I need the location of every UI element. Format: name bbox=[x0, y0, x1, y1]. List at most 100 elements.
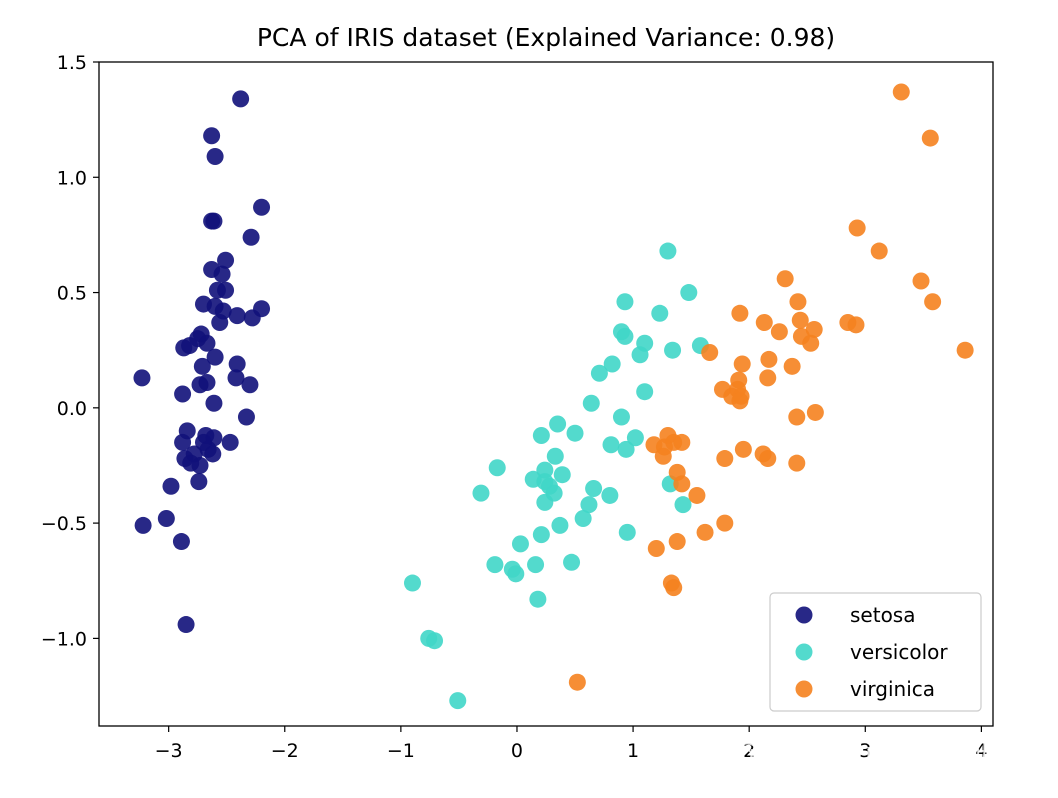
data-point-setosa-48 bbox=[157, 510, 175, 527]
data-point-virginica-50 bbox=[665, 579, 683, 597]
data-point-virginica-40 bbox=[716, 450, 734, 468]
data-point-versicolor-42 bbox=[563, 553, 581, 571]
data-point-setosa-42 bbox=[204, 445, 222, 463]
data-point-setosa-11 bbox=[217, 281, 235, 299]
data-point-versicolor-35 bbox=[574, 510, 592, 527]
legend-label-virginica: virginica bbox=[850, 677, 935, 701]
data-point-setosa-49 bbox=[134, 516, 152, 534]
y-tick-label: 1.0 bbox=[57, 167, 87, 189]
data-point-virginica-44 bbox=[688, 486, 706, 504]
data-point-versicolor-41 bbox=[527, 556, 545, 574]
data-point-virginica-19 bbox=[760, 350, 778, 368]
data-point-versicolor-43 bbox=[486, 556, 504, 574]
data-point-virginica-0 bbox=[892, 83, 910, 101]
data-point-virginica-3 bbox=[870, 242, 888, 260]
data-point-setosa-29 bbox=[241, 376, 259, 394]
y-tick-label: 1.5 bbox=[57, 52, 87, 74]
data-point-virginica-16 bbox=[802, 334, 820, 352]
data-point-virginica-36 bbox=[654, 447, 672, 465]
data-point-virginica-45 bbox=[716, 514, 734, 532]
data-point-virginica-39 bbox=[759, 450, 777, 468]
data-point-versicolor-0 bbox=[659, 242, 677, 260]
x-tick-label: 2 bbox=[743, 740, 755, 762]
data-point-setosa-32 bbox=[205, 394, 223, 412]
x-tick-label: 3 bbox=[859, 740, 871, 762]
x-tick-label: −1 bbox=[387, 740, 415, 762]
data-point-setosa-5 bbox=[205, 212, 223, 230]
data-point-virginica-34 bbox=[673, 433, 691, 451]
data-point-virginica-20 bbox=[733, 355, 751, 373]
data-point-versicolor-15 bbox=[549, 415, 567, 433]
data-point-virginica-51 bbox=[568, 673, 586, 691]
data-point-versicolor-11 bbox=[590, 364, 608, 382]
data-point-virginica-18 bbox=[701, 344, 719, 361]
data-point-versicolor-49 bbox=[426, 632, 444, 650]
x-axis: −3 −2 −1 0 1 2 3 4 bbox=[155, 726, 987, 762]
x-tick-label: 4 bbox=[975, 740, 987, 762]
data-point-versicolor-47 bbox=[529, 590, 547, 608]
y-tick-label: −1.0 bbox=[41, 628, 87, 650]
data-point-virginica-37 bbox=[734, 440, 752, 458]
data-point-versicolor-26 bbox=[524, 470, 542, 488]
data-point-versicolor-16 bbox=[626, 429, 644, 447]
data-point-setosa-27 bbox=[227, 369, 245, 387]
data-point-versicolor-18 bbox=[602, 436, 620, 454]
data-point-versicolor-46 bbox=[403, 574, 421, 592]
data-point-versicolor-22 bbox=[488, 459, 506, 477]
data-point-virginica-6 bbox=[924, 293, 942, 311]
data-point-setosa-31 bbox=[174, 385, 192, 403]
plot-frame bbox=[98, 61, 994, 727]
data-point-setosa-45 bbox=[191, 456, 209, 474]
legend-label-versicolor: versicolor bbox=[850, 640, 948, 664]
data-point-setosa-0 bbox=[232, 90, 250, 108]
data-point-setosa-2 bbox=[206, 148, 224, 166]
data-point-virginica-21 bbox=[783, 357, 801, 375]
data-point-setosa-17 bbox=[253, 300, 271, 318]
data-point-virginica-7 bbox=[789, 293, 807, 311]
data-point-versicolor-3 bbox=[651, 304, 669, 322]
data-point-versicolor-45 bbox=[507, 565, 525, 583]
data-point-setosa-47 bbox=[162, 477, 180, 495]
data-point-versicolor-33 bbox=[580, 496, 598, 514]
data-point-virginica-28 bbox=[731, 392, 749, 410]
legend-label-setosa: setosa bbox=[850, 603, 915, 627]
data-point-virginica-4 bbox=[776, 270, 794, 288]
x-tick-label: −3 bbox=[155, 740, 183, 762]
watermark-text: 知乎 @FrontScience科研 bbox=[668, 736, 996, 769]
data-point-virginica-12 bbox=[839, 314, 857, 332]
data-point-versicolor-13 bbox=[582, 394, 600, 412]
data-point-versicolor-37 bbox=[551, 516, 569, 534]
data-point-versicolor-24 bbox=[553, 466, 571, 484]
data-point-versicolor-7 bbox=[664, 341, 682, 359]
data-point-setosa-1 bbox=[203, 127, 221, 145]
x-tick-label: 1 bbox=[627, 740, 639, 762]
data-point-virginica-47 bbox=[668, 533, 686, 551]
data-point-setosa-51 bbox=[177, 616, 195, 634]
data-point-setosa-9 bbox=[213, 265, 231, 283]
data-point-versicolor-14 bbox=[612, 408, 630, 426]
y-axis: 1.5 1.0 0.5 0.0 −0.5 −1.0 bbox=[41, 52, 99, 650]
data-point-setosa-26 bbox=[193, 357, 211, 375]
data-point-setosa-25 bbox=[228, 355, 246, 373]
data-point-virginica-10 bbox=[791, 311, 809, 329]
data-point-setosa-46 bbox=[190, 473, 208, 491]
chart-title: PCA of IRIS dataset (Explained Variance:… bbox=[257, 23, 835, 52]
data-point-setosa-30 bbox=[191, 376, 209, 394]
data-point-setosa-6 bbox=[242, 228, 260, 246]
data-point-virginica-23 bbox=[759, 369, 777, 387]
data-point-setosa-39 bbox=[221, 433, 239, 451]
data-point-virginica-15 bbox=[805, 320, 823, 338]
data-point-versicolor-30 bbox=[601, 486, 619, 504]
data-point-versicolor-31 bbox=[472, 484, 490, 502]
data-point-versicolor-17 bbox=[566, 424, 584, 442]
data-point-setosa-50 bbox=[172, 533, 190, 551]
y-tick-label: −0.5 bbox=[41, 513, 87, 535]
data-point-virginica-17 bbox=[956, 341, 974, 359]
data-point-versicolor-5 bbox=[616, 327, 634, 345]
data-point-virginica-8 bbox=[731, 304, 749, 322]
data-point-versicolor-10 bbox=[603, 355, 621, 373]
data-point-virginica-29 bbox=[788, 408, 806, 426]
data-point-virginica-48 bbox=[647, 539, 665, 557]
legend-marker-setosa bbox=[795, 606, 813, 624]
